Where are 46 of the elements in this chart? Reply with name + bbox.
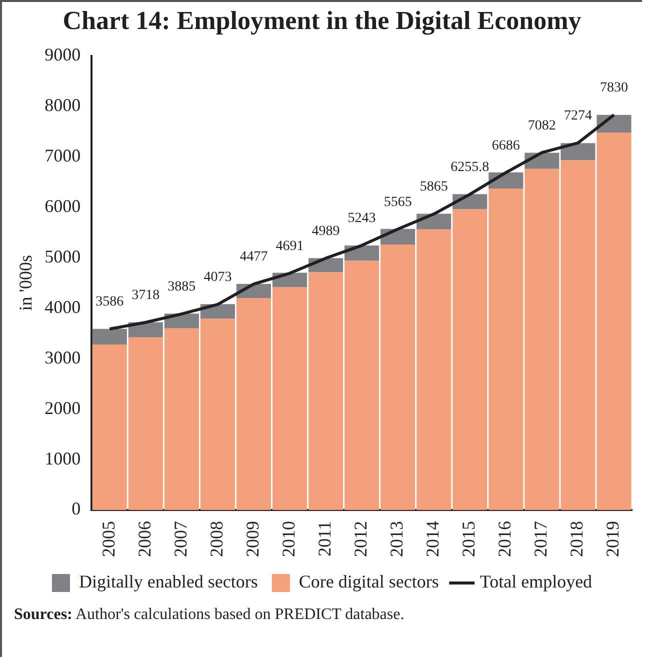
y-tick-label: 1000 bbox=[44, 448, 81, 468]
y-tick-label: 6000 bbox=[44, 196, 81, 216]
x-tick-label: 2010 bbox=[278, 521, 298, 557]
data-label: 5865 bbox=[420, 180, 448, 195]
x-tick-label: 2012 bbox=[350, 521, 371, 557]
data-label: 6686 bbox=[492, 138, 520, 154]
x-tick-label: 2007 bbox=[170, 521, 190, 557]
y-tick-label: 4000 bbox=[44, 296, 81, 317]
y-tick-label: 5000 bbox=[44, 246, 81, 266]
legend-label: Total employed bbox=[480, 572, 592, 592]
source-note: Sources: Author's calculations based on PREDICT database. bbox=[14, 606, 406, 624]
x-tick-label: 2006 bbox=[134, 521, 154, 557]
data-label: 3885 bbox=[168, 280, 196, 295]
x-tick-label: 2017 bbox=[530, 521, 551, 557]
y-tick-label: 2000 bbox=[44, 398, 81, 418]
x-tick-label: 2014 bbox=[422, 521, 443, 557]
x-tick-label: 2009 bbox=[242, 521, 262, 557]
x-tick-label: 2018 bbox=[566, 521, 587, 557]
data-label: 7830 bbox=[600, 80, 628, 96]
data-label: 5565 bbox=[384, 194, 412, 210]
data-label: 3586 bbox=[96, 294, 124, 310]
x-tick-label: 2008 bbox=[206, 521, 226, 557]
x-tick-label: 2011 bbox=[314, 521, 335, 556]
y-tick-label: 8000 bbox=[44, 95, 81, 115]
data-label: 5243 bbox=[348, 211, 376, 226]
x-tick-label: 2019 bbox=[602, 521, 623, 557]
y-tick-label: 7000 bbox=[44, 145, 81, 166]
y-axis-title: in '000s bbox=[16, 255, 36, 311]
data-label: 6255.8 bbox=[450, 160, 490, 175]
data-label: 7274 bbox=[564, 108, 592, 124]
y-tick-label: 3000 bbox=[44, 347, 81, 368]
x-tick-label: 2005 bbox=[98, 521, 118, 557]
y-tick-label: 9000 bbox=[44, 44, 81, 65]
data-label: 4989 bbox=[312, 224, 340, 239]
y-tick-label: 0 bbox=[72, 498, 81, 519]
x-tick-label: 2015 bbox=[458, 521, 479, 557]
data-label: 4073 bbox=[204, 270, 232, 286]
data-label: 4691 bbox=[276, 238, 304, 254]
data-label: 4477 bbox=[240, 250, 268, 265]
x-tick-label: 2016 bbox=[494, 521, 515, 557]
chart-title: Chart 14: Employment in the Digital Economy bbox=[62, 5, 582, 37]
legend-label: Core digital sectors bbox=[298, 572, 439, 592]
x-tick-label: 2013 bbox=[386, 521, 407, 557]
data-label: 3718 bbox=[132, 288, 160, 304]
legend-label: Digitally enabled sectors bbox=[78, 572, 258, 592]
data-label: 7082 bbox=[528, 118, 556, 134]
